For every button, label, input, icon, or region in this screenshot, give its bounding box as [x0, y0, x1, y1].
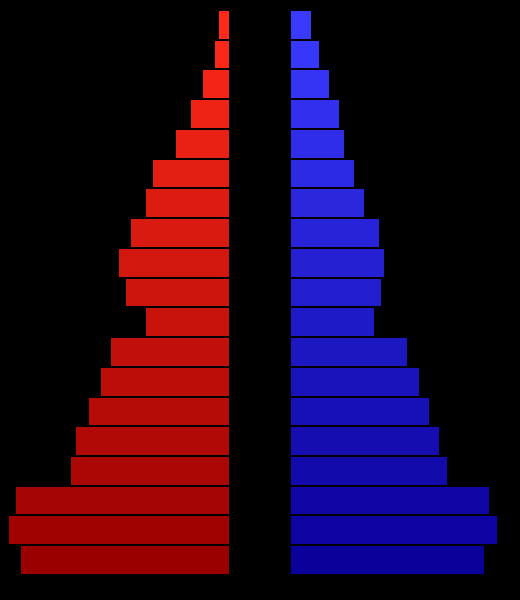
- right-bar: [290, 40, 320, 70]
- right-bar: [290, 10, 312, 40]
- left-bar: [118, 248, 230, 278]
- left-bar: [214, 40, 230, 70]
- right-bar: [290, 367, 420, 397]
- right-bar: [290, 129, 345, 159]
- right-bar: [290, 545, 485, 575]
- left-bar: [8, 515, 230, 545]
- left-bar: [145, 188, 230, 218]
- right-bar: [290, 159, 355, 189]
- right-bar: [290, 337, 408, 367]
- left-bar: [175, 129, 230, 159]
- right-bar: [290, 188, 365, 218]
- left-bar: [202, 69, 230, 99]
- right-bar: [290, 248, 385, 278]
- left-bar: [125, 278, 230, 308]
- left-bar: [15, 486, 230, 516]
- left-bar: [70, 456, 230, 486]
- center-gap: [230, 0, 290, 600]
- right-bar: [290, 426, 440, 456]
- left-bar: [218, 10, 230, 40]
- left-side-bars: [0, 0, 230, 600]
- left-bar: [145, 307, 230, 337]
- population-pyramid: [0, 0, 520, 600]
- left-bar: [130, 218, 230, 248]
- right-bar: [290, 307, 375, 337]
- right-bar: [290, 397, 430, 427]
- right-bar: [290, 99, 340, 129]
- left-bar: [100, 367, 230, 397]
- right-bar: [290, 69, 330, 99]
- right-bar: [290, 456, 448, 486]
- left-bar: [75, 426, 230, 456]
- right-bar: [290, 278, 382, 308]
- left-bar: [20, 545, 230, 575]
- right-bar: [290, 486, 490, 516]
- right-side-bars: [290, 0, 520, 600]
- left-bar: [152, 159, 230, 189]
- right-bar: [290, 515, 498, 545]
- right-bar: [290, 218, 380, 248]
- left-bar: [190, 99, 230, 129]
- left-bar: [88, 397, 230, 427]
- left-bar: [110, 337, 230, 367]
